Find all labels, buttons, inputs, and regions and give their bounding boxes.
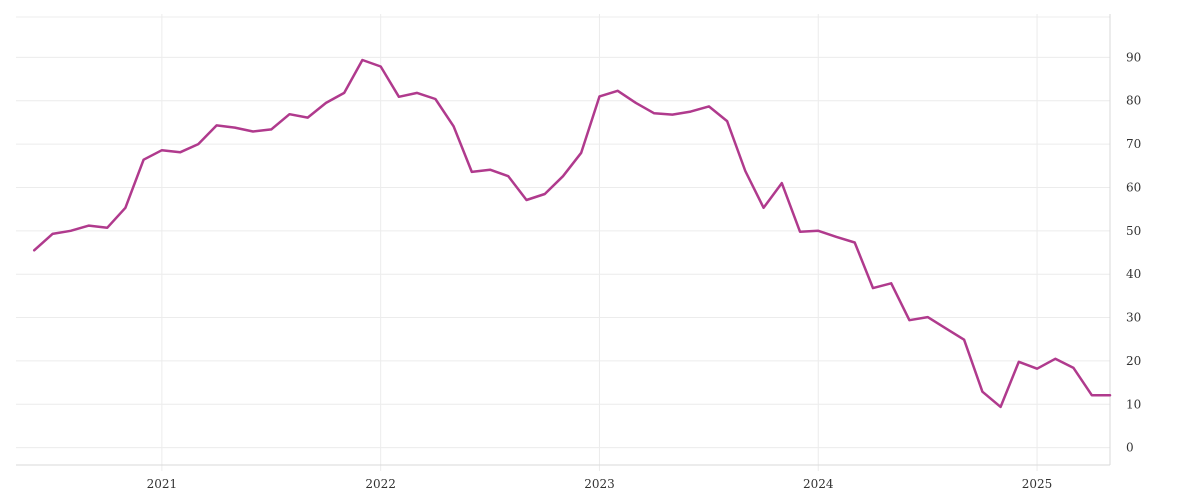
x-tick-label: 2021 [147, 477, 178, 491]
y-tick-label: 50 [1126, 224, 1141, 238]
tick-labels: 0 10 20 30 40 50 60 70 80 90 2021 2022 2023 2024 2025 [147, 50, 1142, 491]
series-line [32, 58, 1112, 409]
series-lines [32, 58, 1112, 409]
y-tick-label: 30 [1126, 311, 1141, 325]
y-tick-label: 60 [1126, 180, 1141, 194]
y-tick-label: 80 [1126, 94, 1141, 108]
x-tick-label: 2023 [584, 477, 615, 491]
x-tick-label: 2025 [1022, 477, 1053, 491]
x-tick-label: 2022 [365, 477, 396, 491]
y-tick-label: 0 [1126, 441, 1134, 455]
y-tick-label: 70 [1126, 137, 1141, 151]
axes [16, 14, 1111, 466]
y-tick-label: 90 [1126, 50, 1141, 64]
x-tick-label: 2024 [803, 477, 834, 491]
gridlines [16, 14, 1110, 471]
y-tick-label: 20 [1126, 354, 1141, 368]
y-tick-label: 40 [1126, 267, 1141, 281]
y-tick-label: 10 [1126, 397, 1141, 411]
